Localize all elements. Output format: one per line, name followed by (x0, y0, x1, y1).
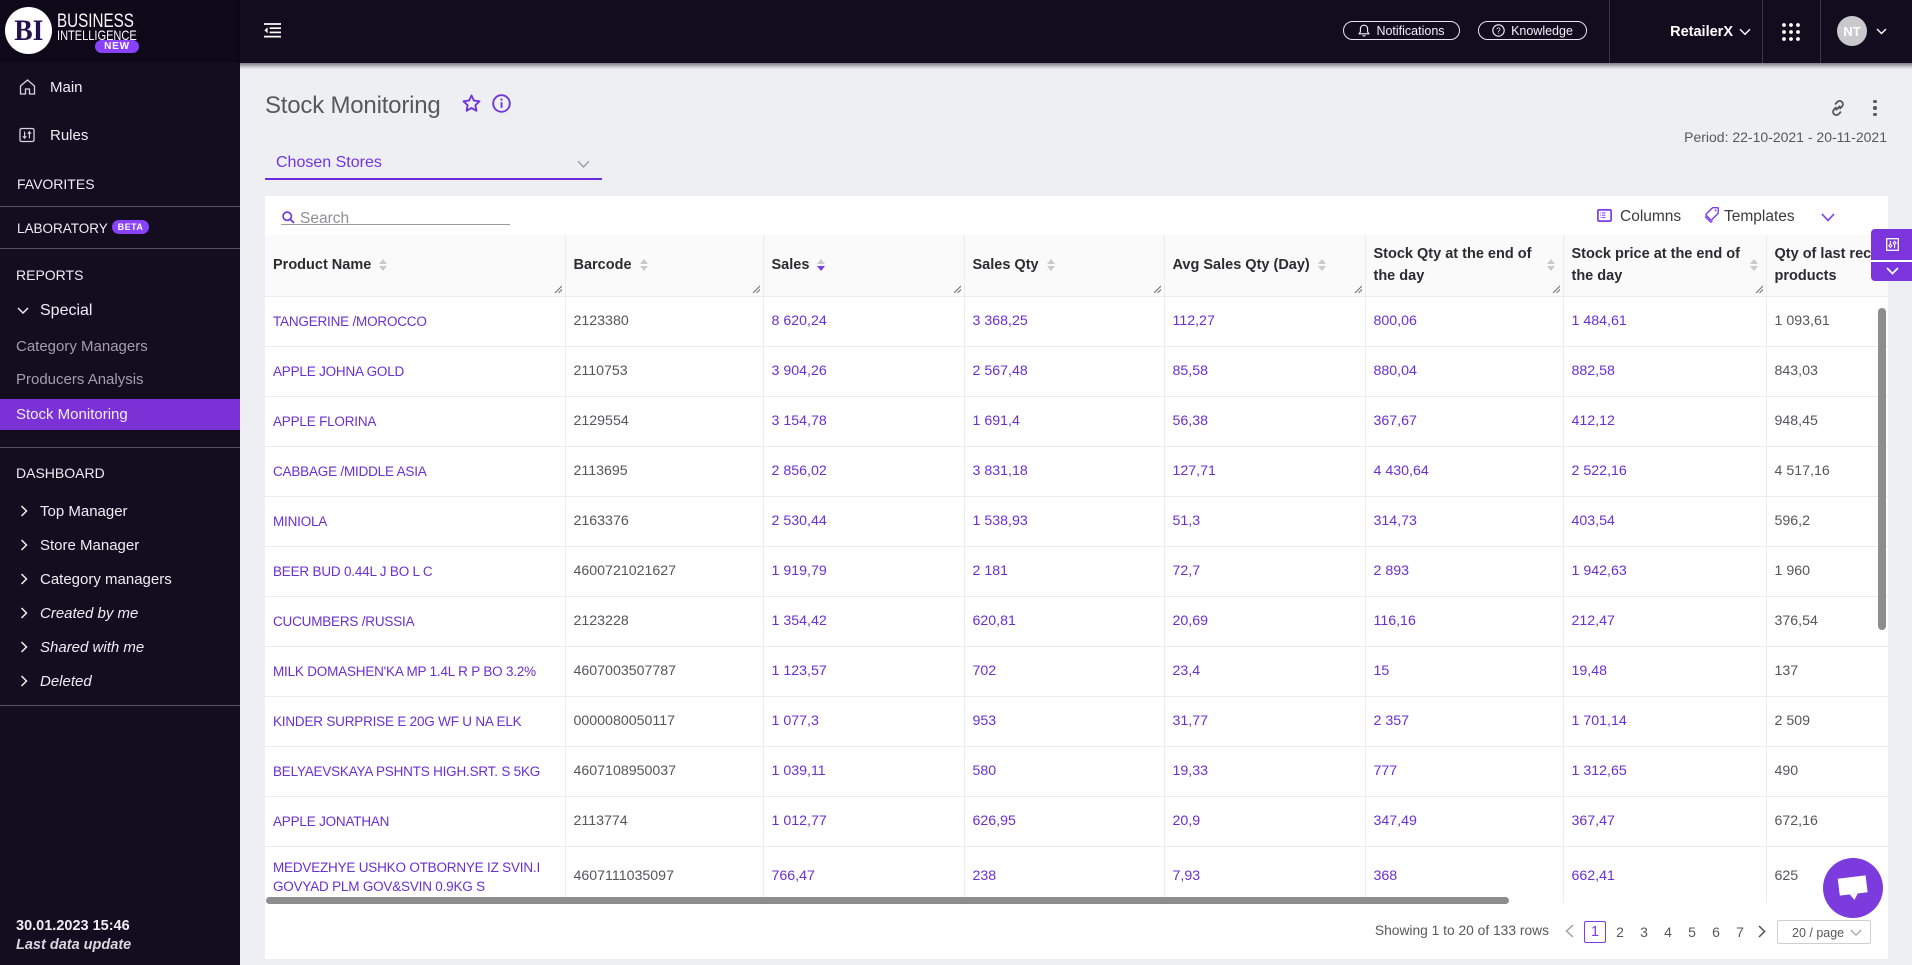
svg-text:?: ? (1496, 26, 1501, 35)
